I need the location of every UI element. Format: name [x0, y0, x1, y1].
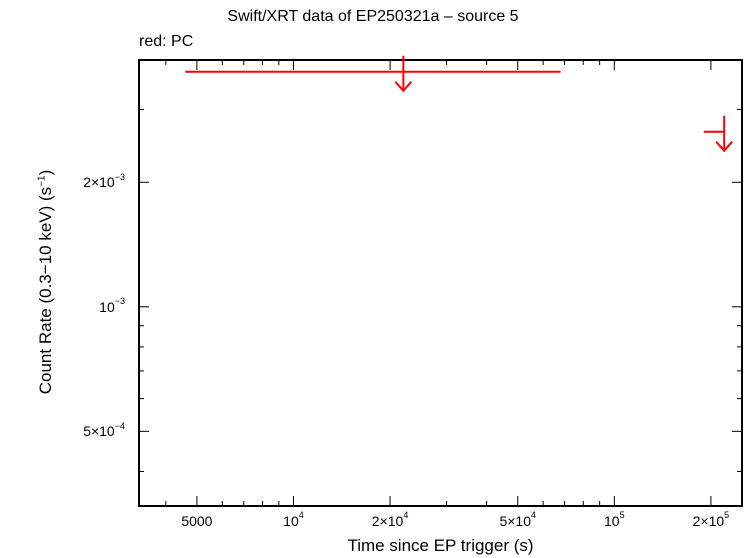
- x-tick-label: 105: [604, 510, 625, 529]
- x-tick-label: 5×104: [499, 510, 537, 529]
- y-axis-label: Count Rate (0.3−10 keV) (s−1): [36, 169, 55, 395]
- x-tick-label: 2×104: [371, 510, 409, 529]
- chart-title: Swift/XRT data of EP250321a – source 5: [227, 8, 519, 25]
- plot-frame: [138, 59, 743, 507]
- x-tick-label: 5000: [181, 513, 213, 529]
- y-tick-label: 2×10−3: [83, 171, 125, 191]
- y-tick-label: 10−3: [99, 296, 125, 315]
- upper-limit-arrowhead: [715, 141, 733, 153]
- x-axis-label: Time since EP trigger (s): [347, 536, 534, 555]
- x-tick-label: 2×105: [692, 510, 730, 529]
- y-tick-label: 5×10−4: [83, 420, 125, 440]
- chart-subtitle: red: PC: [139, 33, 194, 50]
- upper-limit-arrowhead: [394, 81, 413, 93]
- x-tick-label: 104: [283, 510, 304, 529]
